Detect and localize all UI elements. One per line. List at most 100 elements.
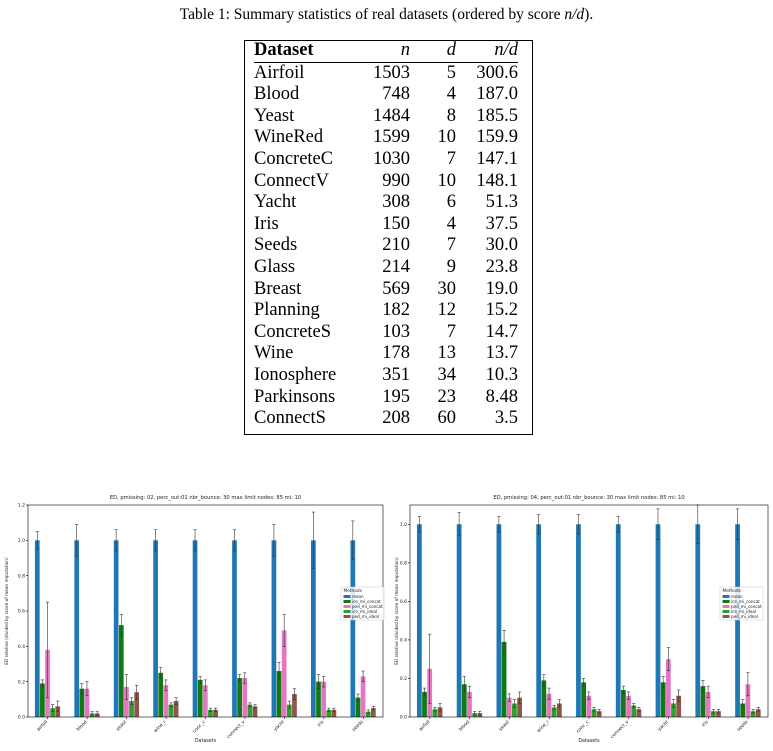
cell-d: 60 — [437, 408, 457, 429]
chart-title: ED, pmissing: 04, perc_out:01 nbr_bounce… — [493, 495, 684, 501]
cell-d: 6 — [446, 192, 456, 213]
cell-n: 210 — [382, 235, 410, 256]
cell-n-over-d: 10.3 — [485, 364, 518, 385]
bar-mean-blood — [456, 524, 462, 717]
bar-mean-yeast — [113, 540, 119, 717]
cell-n-over-d: 300.6 — [476, 62, 518, 83]
x-tick-label-yacht: yacht — [657, 719, 670, 732]
x-tick-label-iris: iris — [701, 719, 711, 729]
bar-ped_mi_ideal-yeast — [517, 697, 522, 717]
cell-n: 178 — [382, 343, 410, 364]
y-tick-label: 0.0 — [400, 715, 407, 721]
bar-ice_mi_ideal-conc_c — [591, 709, 597, 717]
cell-n: 1030 — [373, 148, 410, 169]
bar-ice_mi_concat-seeds — [740, 703, 746, 717]
bar-ice_mi_concat-yacht — [660, 682, 666, 717]
cell-n: 1484 — [373, 105, 410, 126]
table-header-row: Dataset n d n/d — [254, 40, 518, 63]
table-body: Airfoil 1503 5 300.6 Blood 748 4 187.0 Yeast 1484… — [254, 62, 518, 430]
bar-mean-iris — [695, 524, 701, 717]
bar-ped_mi_ideal-wine_r — [173, 701, 179, 717]
table-row: WineRed 1599 10 159.9 — [254, 127, 518, 149]
legend-swatch-mean — [722, 595, 730, 598]
legend: Methodsmeanice_mi_concatped_mi_concatice… — [340, 586, 385, 621]
bar-ped_mi_ideal-connect_v — [636, 709, 642, 717]
x-tick-label-airfoil: airfoil — [418, 719, 431, 732]
y-tick-label: 0.4 — [18, 644, 25, 650]
table-row: ConnectS 208 60 3.5 — [254, 408, 518, 430]
bar-ped_mi_concat-wine_r — [163, 685, 169, 717]
bar-ice_mi_concat-blood — [461, 684, 467, 717]
bar-ice_mi_ideal-conc_c — [208, 709, 213, 717]
cell-dataset: Glass — [254, 256, 296, 277]
x-tick-label-seeds: seeds — [351, 719, 365, 733]
bar-ped_mi_ideal-iris — [331, 709, 337, 717]
cell-dataset: WineRed — [254, 127, 324, 148]
bar-mean-conc_c — [576, 524, 581, 717]
x-tick-label-blood: blood — [75, 719, 88, 732]
cell-d: 10 — [437, 127, 457, 148]
bar-ped_mi_ideal-yacht — [292, 694, 297, 717]
cell-n: 351 — [382, 364, 410, 385]
cell-dataset: Breast — [254, 278, 302, 299]
bar-ice_mi_concat-iris — [316, 681, 321, 717]
bar-ice_mi_concat-blood — [79, 688, 85, 717]
table-row: ConnectV 990 10 148.1 — [254, 171, 518, 193]
table-caption: Table 1: Summary statistics of real data… — [0, 6, 773, 24]
legend-swatch-ped_mi_concat — [722, 605, 730, 608]
bar-ice_mi_concat-wine_r — [158, 672, 164, 717]
bar-chart-pmissing-02: ED, pmissing: 02, perc_out:01 nbr_bounce… — [4, 495, 385, 744]
cell-n-over-d: 185.5 — [476, 105, 518, 126]
cell-n: 214 — [382, 256, 410, 277]
x-tick-label-seeds: seeds — [736, 719, 750, 733]
bar-ped_mi_ideal-iris — [716, 711, 721, 717]
bar-ice_mi_ideal-yeast — [512, 703, 517, 717]
table-row: Airfoil 1503 5 300.6 — [254, 62, 518, 84]
x-tick-label-conc_c: conc_c — [192, 720, 207, 735]
bar-ped_mi_concat-conc_c — [202, 685, 208, 717]
legend-label-ped_mi_concat: ped_mi_concat — [352, 604, 383, 609]
bar-ice_mi_ideal-yeast — [129, 701, 134, 717]
cell-n-over-d: 19.0 — [485, 278, 518, 299]
cell-d: 30 — [437, 278, 457, 299]
y-axis-label: ED relative (divided by score of mean im… — [394, 557, 400, 665]
header-d: d — [446, 40, 456, 60]
cell-n: 308 — [382, 192, 410, 213]
bar-mean-seeds — [735, 524, 740, 717]
bar-ped_mi_concat-yacht — [281, 630, 287, 717]
bar-mean-seeds — [350, 540, 356, 717]
y-tick-label: 0.2 — [18, 679, 25, 685]
cell-n-over-d: 14.7 — [485, 321, 518, 342]
cell-n-over-d: 23.8 — [485, 256, 518, 277]
legend-swatch-ped_mi_concat — [343, 605, 351, 608]
cell-d: 7 — [446, 148, 456, 169]
bar-ped_mi_concat-seeds — [745, 684, 751, 717]
cell-dataset: Planning — [254, 300, 320, 321]
table-row: Wine 178 13 13.7 — [254, 343, 518, 365]
header-dataset: Dataset — [254, 40, 314, 60]
legend-swatch-ice_mi_concat — [722, 600, 730, 603]
cell-n-over-d: 37.5 — [485, 213, 518, 234]
bar-mean-airfoil — [416, 524, 422, 717]
bar-ice_mi_ideal-wine_r — [168, 704, 174, 717]
header-n: n — [400, 40, 410, 60]
header-n-over-d: n/d — [494, 40, 518, 60]
bar-ice_mi_ideal-iris — [710, 711, 716, 717]
caption-suffix: ). — [584, 6, 594, 23]
bar-chart-pmissing-04: ED, pmissing: 04, perc_out:01 nbr_bounce… — [394, 495, 769, 744]
cell-dataset: Yacht — [254, 192, 297, 213]
legend-title: Methods — [723, 588, 742, 594]
cell-dataset: Ionosphere — [254, 364, 337, 385]
x-tick-label-iris: iris — [316, 719, 326, 729]
cell-n-over-d: 51.3 — [485, 192, 518, 213]
bar-ped_mi_concat-blood — [467, 691, 472, 717]
bar-ped_mi_concat-wine_r — [546, 693, 552, 717]
bar-ped_mi_concat-connect_v — [626, 695, 631, 717]
table-row: Parkinsons 195 23 8.48 — [254, 387, 518, 409]
bar-mean-wine_r — [153, 540, 158, 717]
bar-mean-connect_v — [615, 524, 621, 717]
table-row: Blood 748 4 187.0 — [254, 84, 518, 106]
summary-table: Dataset n d n/d Airfoil 1503 5 300.6 Blood 74… — [254, 40, 518, 430]
bar-ice_mi_concat-airfoil — [40, 683, 45, 717]
x-axis-label: Datasets — [195, 738, 217, 744]
